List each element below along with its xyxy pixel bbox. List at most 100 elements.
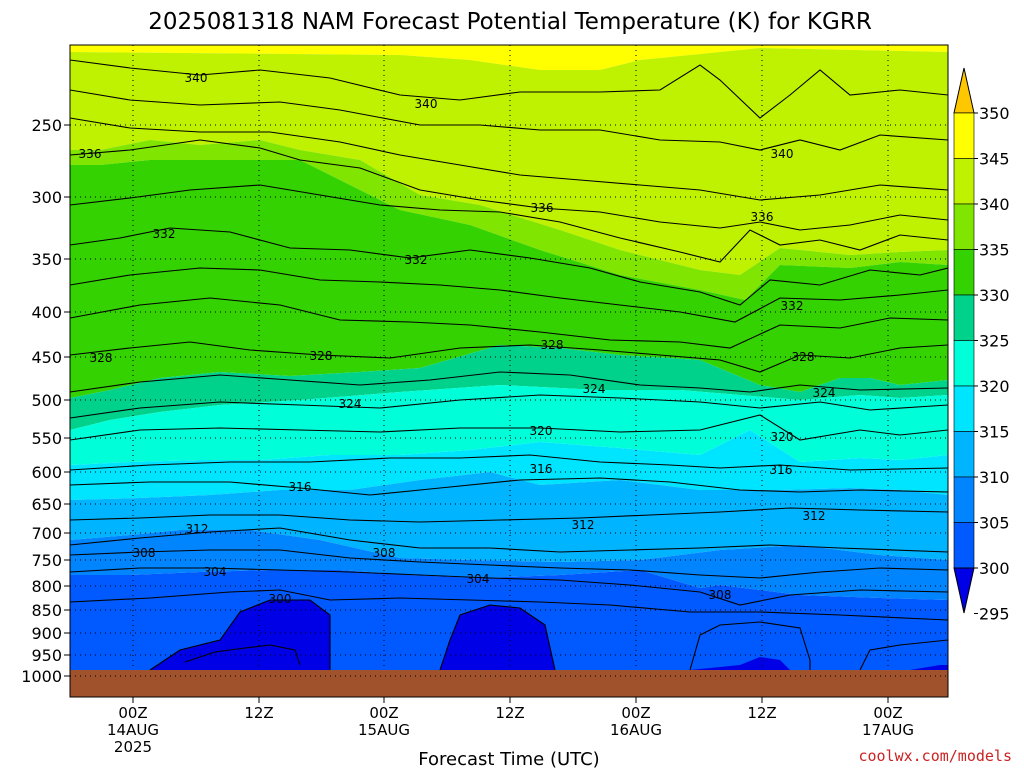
contour-label: 332 [153,227,176,241]
contour-label: 304 [204,565,227,579]
x-tick-label: 15AUG [358,721,410,739]
contour-label: 328 [90,351,113,365]
band-325 [70,345,948,430]
band-310 [70,472,948,562]
x-tick-label: 17AUG [862,721,914,739]
colorbar-label: 335 [979,241,1010,260]
colorbar-label: 325 [979,332,1010,351]
contour-label: 312 [803,509,826,523]
colorbar-label: 305 [979,514,1010,533]
x-tick-label: 00Z [369,704,398,722]
contour-label: 328 [541,338,564,352]
x-tick-label: 12Z [244,704,273,722]
contour-label: 320 [530,424,553,438]
y-tick-label: 400 [31,303,62,322]
band-340 [70,48,948,275]
contour-label: 336 [531,201,554,215]
x-axis-label: Forecast Time (UTC) [418,749,599,768]
y-tick-label: 700 [31,524,62,543]
chart-title: 2025081318 NAM Forecast Potential Temper… [148,9,872,35]
contour-lines [70,59,948,671]
x-tick-label: 16AUG [610,721,662,739]
colorbar-segment [953,476,975,523]
contour-label: 308 [133,546,156,560]
contour-label: 340 [185,71,208,85]
contour-label: 324 [339,397,362,411]
colorbar-segment [953,294,975,341]
x-tick-label: 2025 [114,738,152,756]
band-345 [70,45,948,70]
credit-text: coolwx.com/models [858,747,1012,765]
colorbar: 350 345 340 335 330 325 320 315 310 305 300 295 [953,67,1010,624]
y-tick-label: 550 [31,429,62,448]
colorbar-label: 340 [979,195,1010,214]
contour-label: 332 [405,253,428,267]
y-tick-label: 800 [31,577,62,596]
ground-bar [70,670,948,697]
colorbar-segment [953,340,975,387]
colorbar-label: 320 [979,377,1010,396]
contour-label: 328 [310,349,333,363]
y-tick-label: 350 [31,250,62,269]
y-tick-label: 300 [31,188,62,207]
contour-label: 332 [781,299,804,313]
colorbar-segment [953,249,975,296]
colorbar-segment [953,203,975,250]
colorbar-segment [953,112,975,159]
contour-label: 340 [771,147,794,161]
contour-label: 324 [813,386,836,400]
colorbar-label: 330 [979,286,1010,305]
colorbar-segment [953,158,975,205]
colorbar-cap-bottom [953,567,975,614]
plot-frame [69,44,949,698]
x-tick-label: 14AUG [107,721,159,739]
y-tick-label: 250 [31,116,62,135]
plot-area [69,44,949,698]
contour-label: 316 [530,462,553,476]
colorbar-label: 300 [979,559,1010,578]
colorbar-label: 345 [979,150,1010,169]
colorbar-label: 350 [979,104,1010,123]
colorbar-segment [953,431,975,478]
band-295-pocket-2 [440,605,555,670]
contour-label: 308 [373,546,396,560]
y-tick-label: 1000 [21,667,62,686]
colorbar-segment [953,522,975,569]
colorbar-cap-top [953,67,975,114]
contour-label: 304 [467,572,490,586]
x-tick-label: 12Z [747,704,776,722]
contour-labels: 340 340 336 340 336 332 332 336 332 328 328 328 328 3… [79,71,836,606]
colorbar-label: 295 [979,605,1010,624]
band-330 [70,160,948,398]
y-tick-label: 650 [31,495,62,514]
x-tick-label: 00Z [118,704,147,722]
x-tick-label: 00Z [873,704,902,722]
colorbar-label: 315 [979,423,1010,442]
band-315 [70,430,948,500]
y-tick-label: 450 [31,348,62,367]
y-tick-label: 750 [31,551,62,570]
y-tick-label: 850 [31,601,62,620]
contour-label: 312 [572,518,595,532]
band-335 [70,140,948,300]
y-tick-label: 500 [31,391,62,410]
contour-label: 316 [770,463,793,477]
contour-label: 312 [186,522,209,536]
y-tick-label: 900 [31,624,62,643]
contour-label: 340 [415,97,438,111]
contour-label: 316 [289,480,312,494]
contour-label: 324 [583,382,606,396]
x-tick-label: 00Z [621,704,650,722]
band-295-pocket-4 [910,665,948,670]
contour-label: 300 [269,592,292,606]
grid [70,45,948,697]
colorbar-segment [953,385,975,432]
contour-label: 308 [709,588,732,602]
y-tick-label: 950 [31,646,62,665]
contour-label: 328 [792,350,815,364]
x-tick-label: 12Z [495,704,524,722]
y-tick-label: 600 [31,463,62,482]
